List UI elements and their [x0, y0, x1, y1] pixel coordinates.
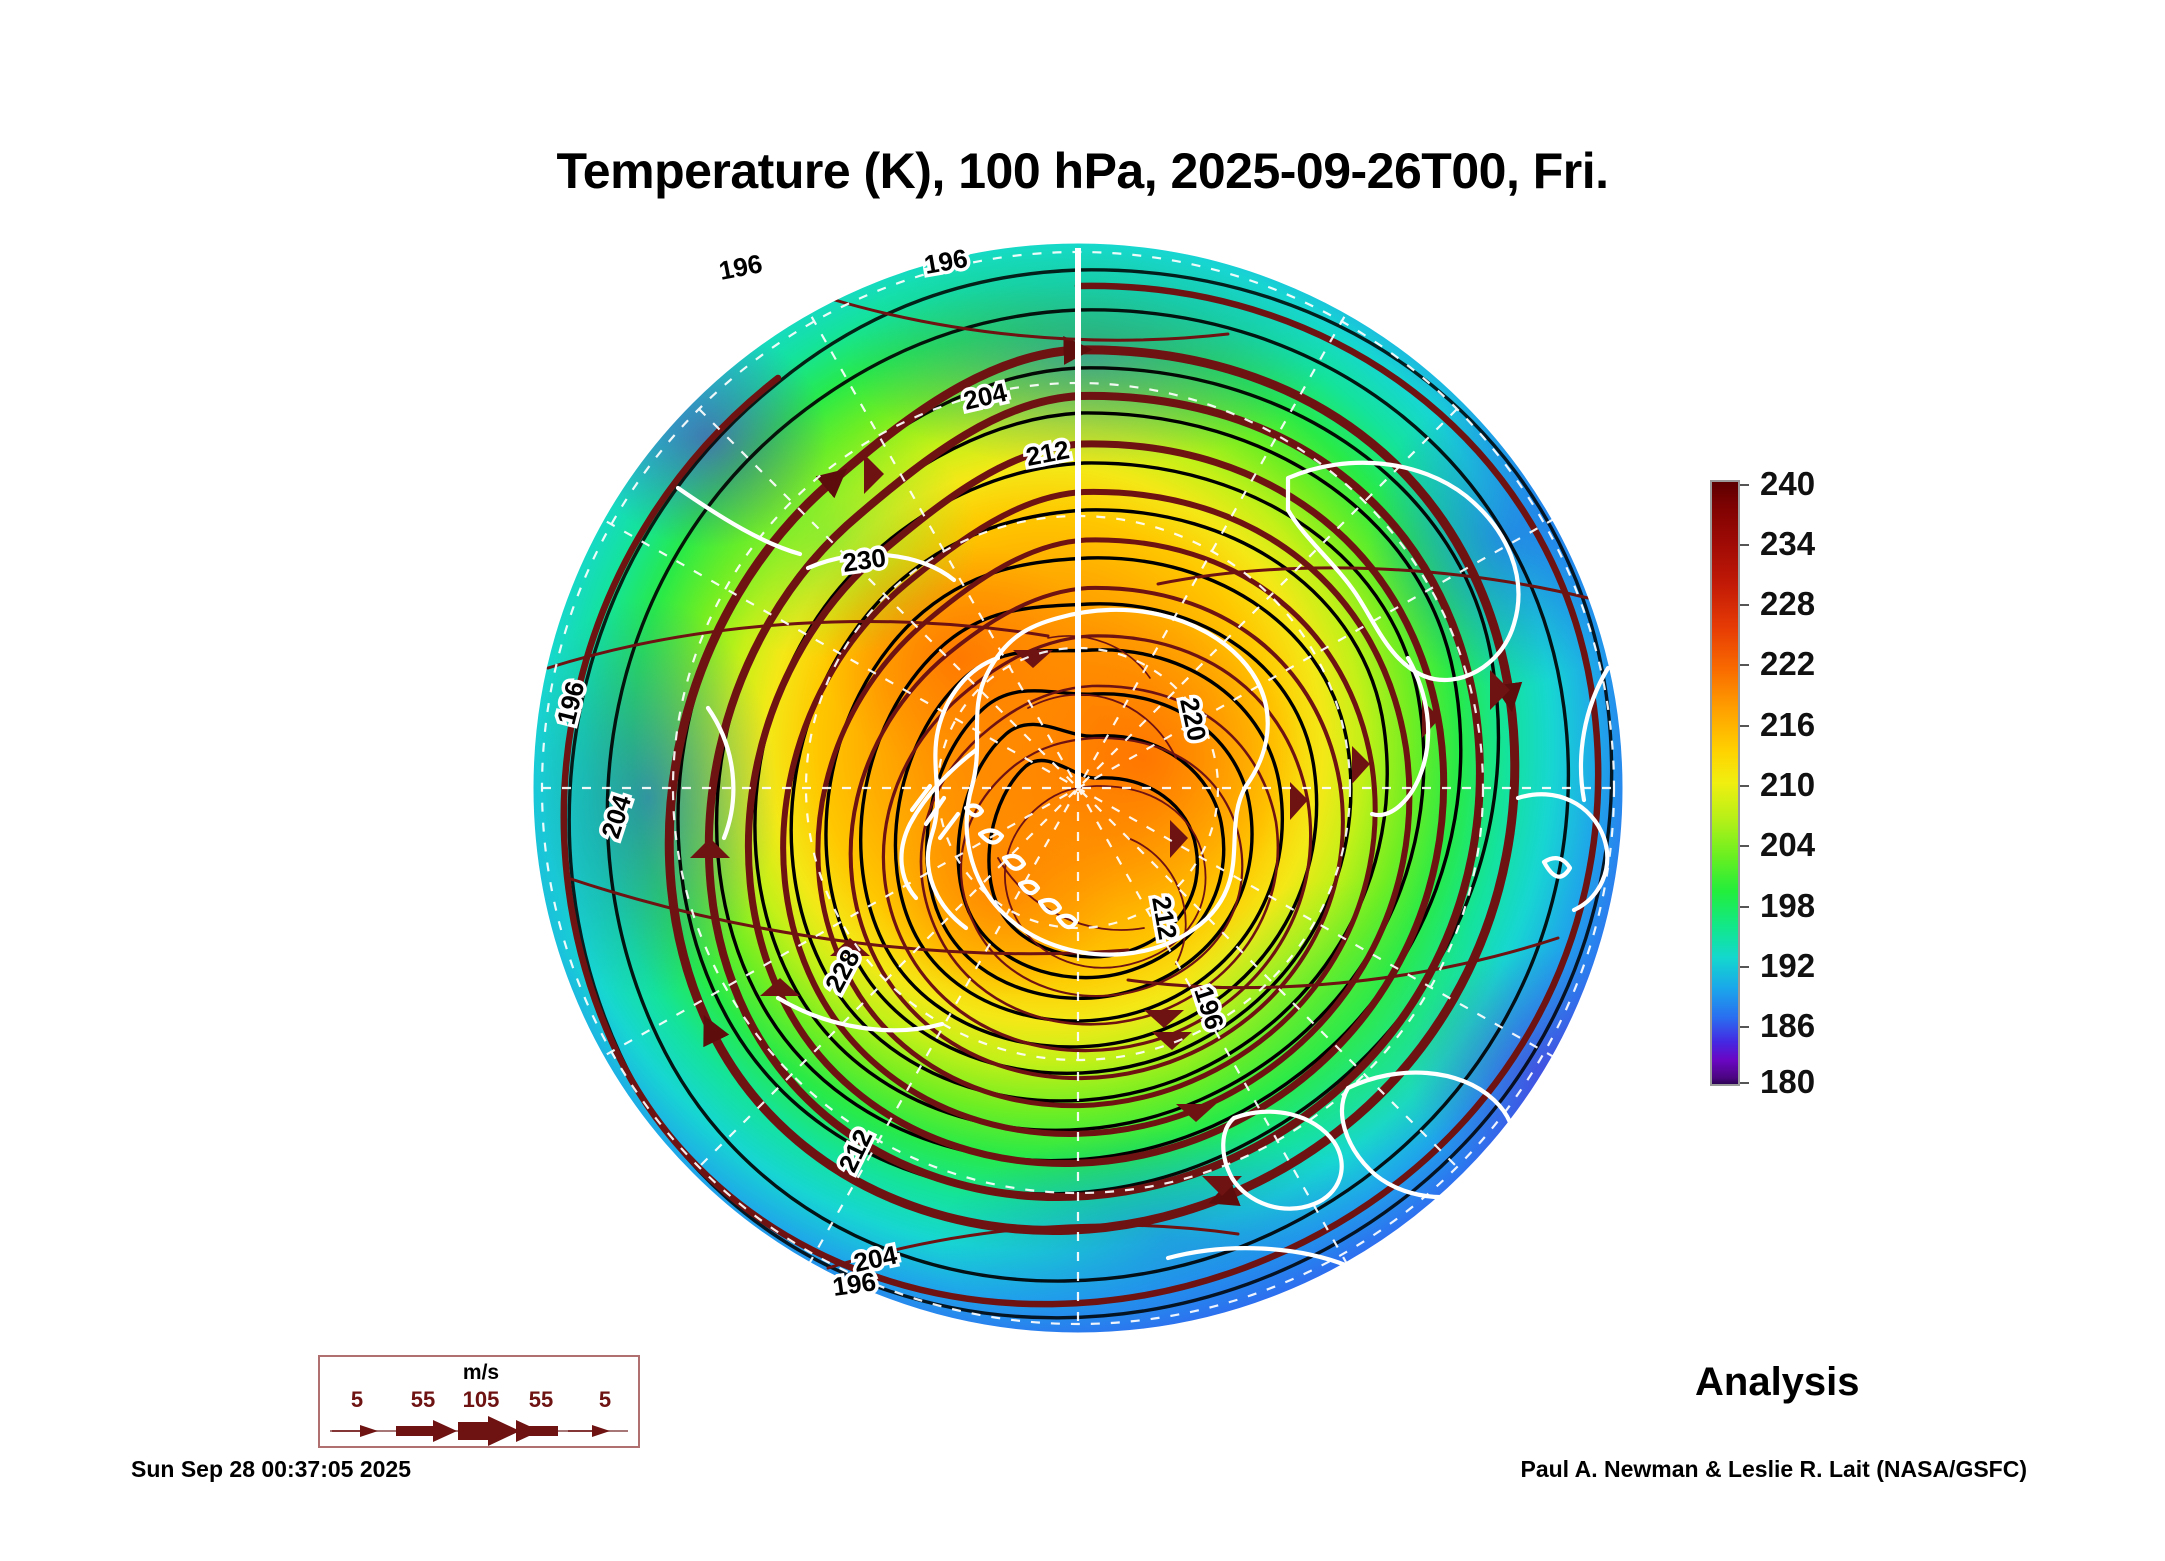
colorbar-label-198: 198: [1760, 887, 1816, 924]
colorbar-tick: [1740, 484, 1749, 486]
colorbar-label-204: 204: [1760, 826, 1816, 863]
generated-timestamp: Sun Sep 28 00:37:05 2025: [131, 1456, 411, 1482]
wind-speed-legend: m/s 5 55 105 55 5: [318, 1355, 640, 1448]
colorbar-label-222: 222: [1760, 645, 1816, 682]
analysis-label: Analysis: [1695, 1360, 1860, 1404]
colorbar: 240 234 228 222 216 210 204 198 192 186 …: [1710, 465, 1970, 1100]
page-title: Temperature (K), 100 hPa, 2025-09-26T00,…: [556, 143, 1609, 199]
wind-value-5b: 5: [598, 1387, 612, 1412]
colorbar-tick: [1740, 1026, 1749, 1028]
colorbar-label-228: 228: [1760, 585, 1816, 622]
colorbar-tick: [1740, 604, 1749, 606]
colorbar-label-234: 234: [1760, 525, 1816, 562]
wind-arrow-scale-icon: [330, 1416, 628, 1446]
colorbar-label-240: 240: [1760, 465, 1816, 502]
author-credit: Paul A. Newman & Leslie R. Lait (NASA/GS…: [1520, 1456, 2027, 1482]
svg-text:196: 196: [716, 248, 764, 286]
colorbar-tick: [1740, 785, 1749, 787]
wind-units-label: m/s: [462, 1361, 500, 1384]
wind-value-55b: 55: [528, 1387, 554, 1412]
colorbar-label-210: 210: [1760, 766, 1816, 803]
colorbar-tick: [1740, 725, 1749, 727]
wind-value-55a: 55: [410, 1387, 436, 1412]
svg-text:212: 212: [1146, 894, 1183, 942]
svg-text:230: 230: [841, 542, 888, 578]
globe-outline: [530, 240, 1626, 1336]
colorbar-label-180: 180: [1760, 1063, 1816, 1100]
wind-value-5a: 5: [350, 1387, 364, 1412]
colorbar-tick: [1740, 966, 1749, 968]
svg-text:196: 196: [922, 243, 970, 280]
colorbar-gradient: [1710, 480, 1740, 1086]
colorbar-tick: [1740, 845, 1749, 847]
colorbar-label-216: 216: [1760, 706, 1816, 743]
colorbar-tick: [1740, 544, 1749, 546]
polar-stereographic-map: 196 196 196 196 204 204 212 212 230 230 220 22…: [528, 238, 1628, 1338]
wind-streamlines: [546, 282, 1602, 1308]
colorbar-label-186: 186: [1760, 1007, 1816, 1044]
colorbar-tick: [1740, 1082, 1749, 1084]
wind-arrowheads: [690, 454, 1510, 1196]
wind-value-105: 105: [462, 1387, 500, 1412]
colorbar-label-192: 192: [1760, 947, 1816, 984]
svg-text:196: 196: [831, 1266, 878, 1302]
colorbar-tick: [1740, 906, 1749, 908]
colorbar-tick: [1740, 664, 1749, 666]
